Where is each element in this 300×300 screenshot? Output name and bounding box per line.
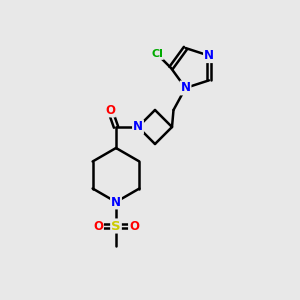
Text: O: O xyxy=(129,220,139,232)
Text: O: O xyxy=(105,103,115,116)
Text: N: N xyxy=(181,82,190,94)
Text: Cl: Cl xyxy=(151,49,163,59)
Text: S: S xyxy=(111,220,121,232)
Text: N: N xyxy=(204,49,214,62)
Text: N: N xyxy=(133,121,143,134)
Text: N: N xyxy=(111,196,121,208)
Text: O: O xyxy=(93,220,103,232)
